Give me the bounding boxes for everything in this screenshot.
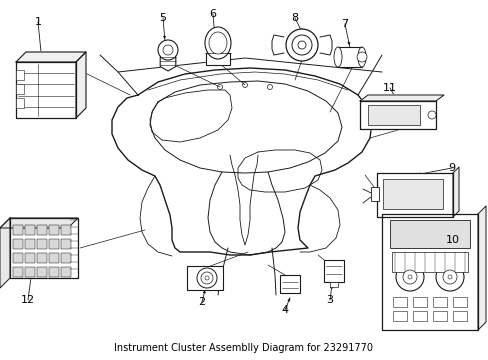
Ellipse shape bbox=[333, 47, 341, 67]
Bar bbox=[337, 47, 361, 67]
Bar bbox=[452, 297, 466, 307]
Bar bbox=[370, 187, 378, 201]
Bar bbox=[25, 253, 35, 263]
Circle shape bbox=[291, 35, 311, 55]
Circle shape bbox=[204, 276, 208, 280]
Circle shape bbox=[285, 29, 317, 61]
Bar bbox=[16, 84, 24, 94]
Bar bbox=[432, 297, 446, 307]
Polygon shape bbox=[10, 218, 78, 278]
Bar bbox=[25, 267, 35, 277]
Polygon shape bbox=[376, 173, 452, 217]
Bar bbox=[392, 297, 406, 307]
Bar bbox=[49, 253, 59, 263]
Circle shape bbox=[356, 52, 366, 62]
Bar bbox=[280, 275, 299, 293]
Polygon shape bbox=[271, 35, 284, 55]
Bar bbox=[452, 311, 466, 321]
Bar bbox=[16, 98, 24, 108]
Bar bbox=[13, 267, 23, 277]
Circle shape bbox=[395, 263, 423, 291]
Bar bbox=[432, 311, 446, 321]
Bar bbox=[13, 225, 23, 235]
Circle shape bbox=[447, 275, 451, 279]
Bar bbox=[13, 253, 23, 263]
Bar bbox=[412, 311, 426, 321]
Bar bbox=[412, 297, 426, 307]
Text: 5: 5 bbox=[159, 13, 166, 23]
Circle shape bbox=[427, 111, 435, 119]
Bar bbox=[61, 253, 71, 263]
Bar bbox=[25, 225, 35, 235]
Circle shape bbox=[267, 85, 272, 90]
Bar bbox=[37, 253, 47, 263]
Polygon shape bbox=[381, 214, 477, 330]
Bar bbox=[37, 267, 47, 277]
Circle shape bbox=[163, 45, 173, 55]
Circle shape bbox=[197, 268, 217, 288]
Polygon shape bbox=[0, 218, 10, 288]
Polygon shape bbox=[452, 167, 458, 217]
Bar bbox=[382, 179, 442, 209]
Text: 7: 7 bbox=[341, 19, 348, 29]
Text: 9: 9 bbox=[447, 163, 455, 173]
Bar bbox=[324, 260, 343, 282]
Bar bbox=[329, 282, 337, 287]
Bar bbox=[389, 220, 469, 248]
Bar bbox=[186, 266, 223, 290]
Text: 12: 12 bbox=[21, 295, 35, 305]
Bar bbox=[25, 239, 35, 249]
Bar bbox=[37, 239, 47, 249]
Ellipse shape bbox=[208, 32, 226, 54]
Bar bbox=[367, 105, 419, 125]
Bar bbox=[392, 311, 406, 321]
Bar bbox=[37, 225, 47, 235]
Ellipse shape bbox=[357, 47, 365, 67]
Polygon shape bbox=[359, 101, 435, 129]
Text: 2: 2 bbox=[198, 297, 205, 307]
Polygon shape bbox=[477, 206, 485, 330]
Bar bbox=[391, 252, 467, 272]
Polygon shape bbox=[0, 218, 78, 228]
Polygon shape bbox=[319, 35, 331, 55]
Circle shape bbox=[217, 85, 222, 90]
Text: 3: 3 bbox=[326, 295, 333, 305]
Text: 1: 1 bbox=[35, 17, 41, 27]
Text: 6: 6 bbox=[209, 9, 216, 19]
Bar bbox=[49, 267, 59, 277]
Circle shape bbox=[201, 272, 213, 284]
Text: 11: 11 bbox=[382, 83, 396, 93]
Circle shape bbox=[242, 82, 247, 87]
Ellipse shape bbox=[204, 27, 230, 59]
Circle shape bbox=[402, 270, 416, 284]
Bar bbox=[61, 267, 71, 277]
Polygon shape bbox=[76, 52, 86, 118]
Bar bbox=[49, 225, 59, 235]
Polygon shape bbox=[112, 68, 371, 255]
Circle shape bbox=[158, 40, 178, 60]
Text: 8: 8 bbox=[291, 13, 298, 23]
Polygon shape bbox=[16, 62, 76, 118]
Circle shape bbox=[407, 275, 411, 279]
Circle shape bbox=[442, 270, 456, 284]
Text: 4: 4 bbox=[281, 305, 288, 315]
Polygon shape bbox=[359, 95, 443, 101]
Bar bbox=[49, 239, 59, 249]
Bar bbox=[205, 53, 229, 65]
Polygon shape bbox=[16, 52, 86, 62]
Text: 10: 10 bbox=[445, 235, 459, 245]
Bar bbox=[13, 239, 23, 249]
Text: Instrument Cluster Assemblly Diagram for 23291770: Instrument Cluster Assemblly Diagram for… bbox=[114, 343, 373, 353]
Circle shape bbox=[297, 41, 305, 49]
Bar bbox=[16, 70, 24, 80]
Bar bbox=[61, 239, 71, 249]
Bar bbox=[61, 225, 71, 235]
Circle shape bbox=[435, 263, 463, 291]
Polygon shape bbox=[160, 53, 175, 71]
